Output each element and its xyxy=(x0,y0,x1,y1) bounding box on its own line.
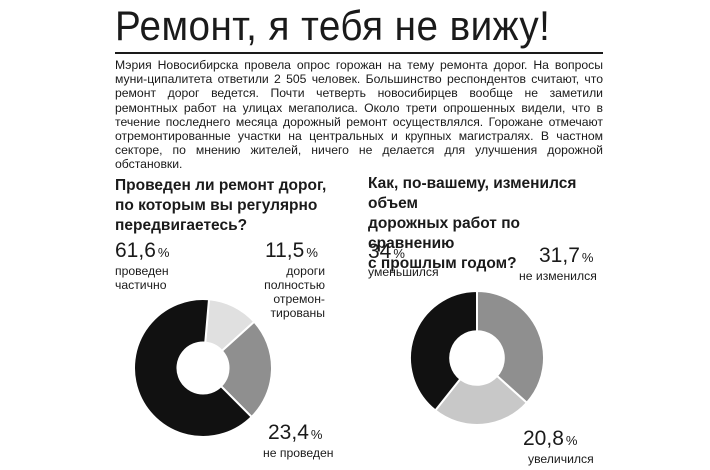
value-number: 61,6 xyxy=(115,239,156,262)
title-divider xyxy=(115,52,603,54)
chart2-title-line: дорожных работ по сравнению xyxy=(368,215,521,252)
chart2-title-line: Как, по-вашему, изменился объем xyxy=(368,175,577,212)
label-line: уменьшился xyxy=(368,265,439,279)
chart1-title-line: передвигаетесь? xyxy=(115,217,248,234)
label-line: полностью xyxy=(264,278,325,292)
label-line: дороги xyxy=(286,264,325,278)
donut-hole xyxy=(177,342,229,394)
chart1-value-label: 61,6% xyxy=(115,240,169,264)
chart1-slice-label: не проведен xyxy=(263,446,334,460)
label-line: частично xyxy=(115,278,167,292)
chart1-title-line: по которым вы регулярно xyxy=(115,197,318,214)
chart1-slice-label: дороги полностью отремон- тированы xyxy=(245,264,325,320)
chart1-value-label: 11,5% xyxy=(265,240,318,264)
chart2-donut xyxy=(409,290,545,426)
value-unit: % xyxy=(581,250,594,265)
chart2-value-label: 31,7% xyxy=(539,245,593,269)
chart1-title: Проведен ли ремонт дорог, по которым вы … xyxy=(115,176,326,236)
value-number: 34 xyxy=(368,240,392,263)
value-unit: % xyxy=(157,245,170,260)
chart1-donut xyxy=(133,298,273,438)
chart2-title-line: с прошлым годом? xyxy=(368,255,517,272)
chart2-title: Как, по-вашему, изменился объем дорожных… xyxy=(368,174,605,274)
label-line: не изменился xyxy=(519,269,597,283)
page-title: Ремонт, я тебя не вижу! xyxy=(115,2,551,49)
chart1-slice-label: проведен частично xyxy=(115,264,169,292)
value-unit: % xyxy=(565,433,578,448)
label-line: проведен xyxy=(115,264,169,278)
value-number: 23,4 xyxy=(268,421,309,444)
chart2-slice-label: увеличился xyxy=(528,452,594,466)
value-unit: % xyxy=(393,246,405,261)
chart1-title-line: Проведен ли ремонт дорог, xyxy=(115,177,327,194)
value-unit: % xyxy=(310,427,323,442)
article: Ремонт, я тебя не вижу! Мэрия Новосибирс… xyxy=(115,0,605,470)
lead-paragraph: Мэрия Новосибирска провела опрос горожан… xyxy=(115,58,603,172)
chart2-value-label: 34% xyxy=(368,241,405,265)
label-line: тированы xyxy=(270,306,325,320)
value-number: 11,5 xyxy=(265,239,305,262)
donut-hole xyxy=(450,331,504,385)
label-line: не проведен xyxy=(263,446,334,460)
label-line: увеличился xyxy=(528,452,594,466)
value-number: 31,7 xyxy=(539,244,580,267)
chart2-slice-label: не изменился xyxy=(519,269,597,283)
label-line: отремон- xyxy=(273,292,325,306)
chart2-slice-label: уменьшился xyxy=(368,265,439,279)
chart2-value-label: 20,8% xyxy=(523,428,577,452)
value-unit: % xyxy=(306,245,318,260)
chart1-value-label: 23,4% xyxy=(268,422,322,446)
value-number: 20,8 xyxy=(523,427,564,450)
